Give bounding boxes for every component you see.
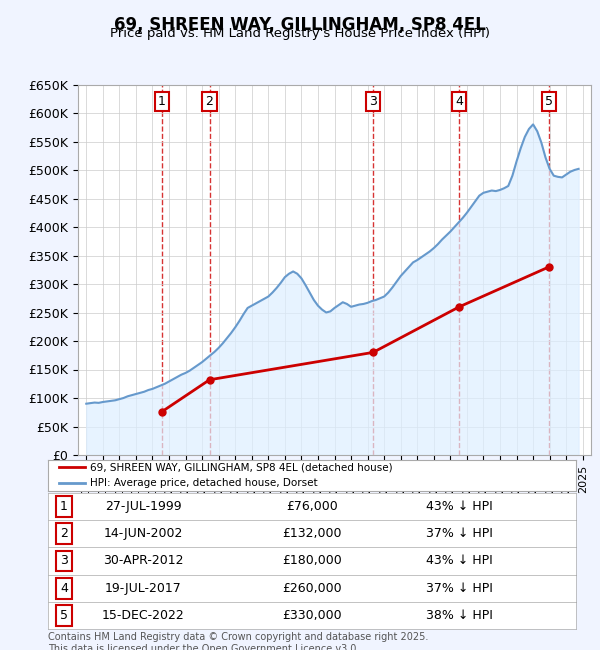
Text: £76,000: £76,000 — [286, 500, 338, 513]
Text: HPI: Average price, detached house, Dorset: HPI: Average price, detached house, Dors… — [90, 478, 318, 488]
Text: 30-APR-2012: 30-APR-2012 — [103, 554, 183, 567]
Text: 43% ↓ HPI: 43% ↓ HPI — [427, 500, 493, 513]
Text: 27-JUL-1999: 27-JUL-1999 — [105, 500, 181, 513]
Text: 37% ↓ HPI: 37% ↓ HPI — [427, 527, 493, 540]
Text: 4: 4 — [455, 95, 463, 108]
Text: 14-JUN-2002: 14-JUN-2002 — [103, 527, 183, 540]
Text: 3: 3 — [369, 95, 377, 108]
Text: 1: 1 — [60, 500, 68, 513]
Text: 2: 2 — [60, 527, 68, 540]
Text: 69, SHREEN WAY, GILLINGHAM, SP8 4EL (detached house): 69, SHREEN WAY, GILLINGHAM, SP8 4EL (det… — [90, 462, 393, 473]
Text: £330,000: £330,000 — [282, 609, 342, 622]
Text: 38% ↓ HPI: 38% ↓ HPI — [427, 609, 493, 622]
Text: 3: 3 — [60, 554, 68, 567]
Text: 43% ↓ HPI: 43% ↓ HPI — [427, 554, 493, 567]
Text: 15-DEC-2022: 15-DEC-2022 — [101, 609, 184, 622]
Text: 19-JUL-2017: 19-JUL-2017 — [104, 582, 181, 595]
Text: £180,000: £180,000 — [282, 554, 342, 567]
Text: £260,000: £260,000 — [282, 582, 342, 595]
Text: 5: 5 — [60, 609, 68, 622]
Text: 37% ↓ HPI: 37% ↓ HPI — [427, 582, 493, 595]
Text: 4: 4 — [60, 582, 68, 595]
Text: 2: 2 — [206, 95, 214, 108]
Text: 5: 5 — [545, 95, 553, 108]
Text: Contains HM Land Registry data © Crown copyright and database right 2025.
This d: Contains HM Land Registry data © Crown c… — [48, 632, 428, 650]
Text: 1: 1 — [158, 95, 166, 108]
Text: Price paid vs. HM Land Registry's House Price Index (HPI): Price paid vs. HM Land Registry's House … — [110, 27, 490, 40]
Text: £132,000: £132,000 — [282, 527, 342, 540]
Text: 69, SHREEN WAY, GILLINGHAM, SP8 4EL: 69, SHREEN WAY, GILLINGHAM, SP8 4EL — [114, 16, 486, 34]
